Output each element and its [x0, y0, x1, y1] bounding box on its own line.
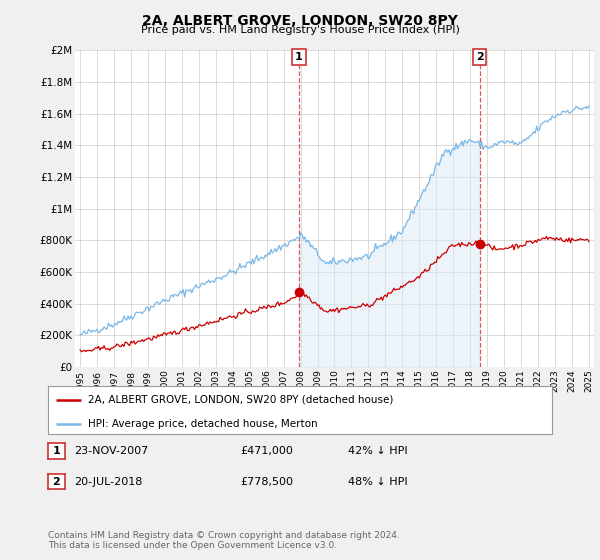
Text: 48% ↓ HPI: 48% ↓ HPI — [348, 477, 407, 487]
Text: £471,000: £471,000 — [240, 446, 293, 456]
Text: HPI: Average price, detached house, Merton: HPI: Average price, detached house, Mert… — [88, 418, 318, 428]
Text: 2: 2 — [53, 477, 60, 487]
Text: 1: 1 — [295, 52, 303, 62]
Text: 2A, ALBERT GROVE, LONDON, SW20 8PY: 2A, ALBERT GROVE, LONDON, SW20 8PY — [142, 14, 458, 28]
Text: Contains HM Land Registry data © Crown copyright and database right 2024.
This d: Contains HM Land Registry data © Crown c… — [48, 530, 400, 550]
Text: £778,500: £778,500 — [240, 477, 293, 487]
Text: Price paid vs. HM Land Registry's House Price Index (HPI): Price paid vs. HM Land Registry's House … — [140, 25, 460, 35]
Text: 2: 2 — [476, 52, 484, 62]
Text: 20-JUL-2018: 20-JUL-2018 — [74, 477, 142, 487]
Text: 2A, ALBERT GROVE, LONDON, SW20 8PY (detached house): 2A, ALBERT GROVE, LONDON, SW20 8PY (deta… — [88, 395, 394, 405]
Text: 1: 1 — [53, 446, 60, 456]
Text: 23-NOV-2007: 23-NOV-2007 — [74, 446, 148, 456]
Text: 42% ↓ HPI: 42% ↓ HPI — [348, 446, 407, 456]
